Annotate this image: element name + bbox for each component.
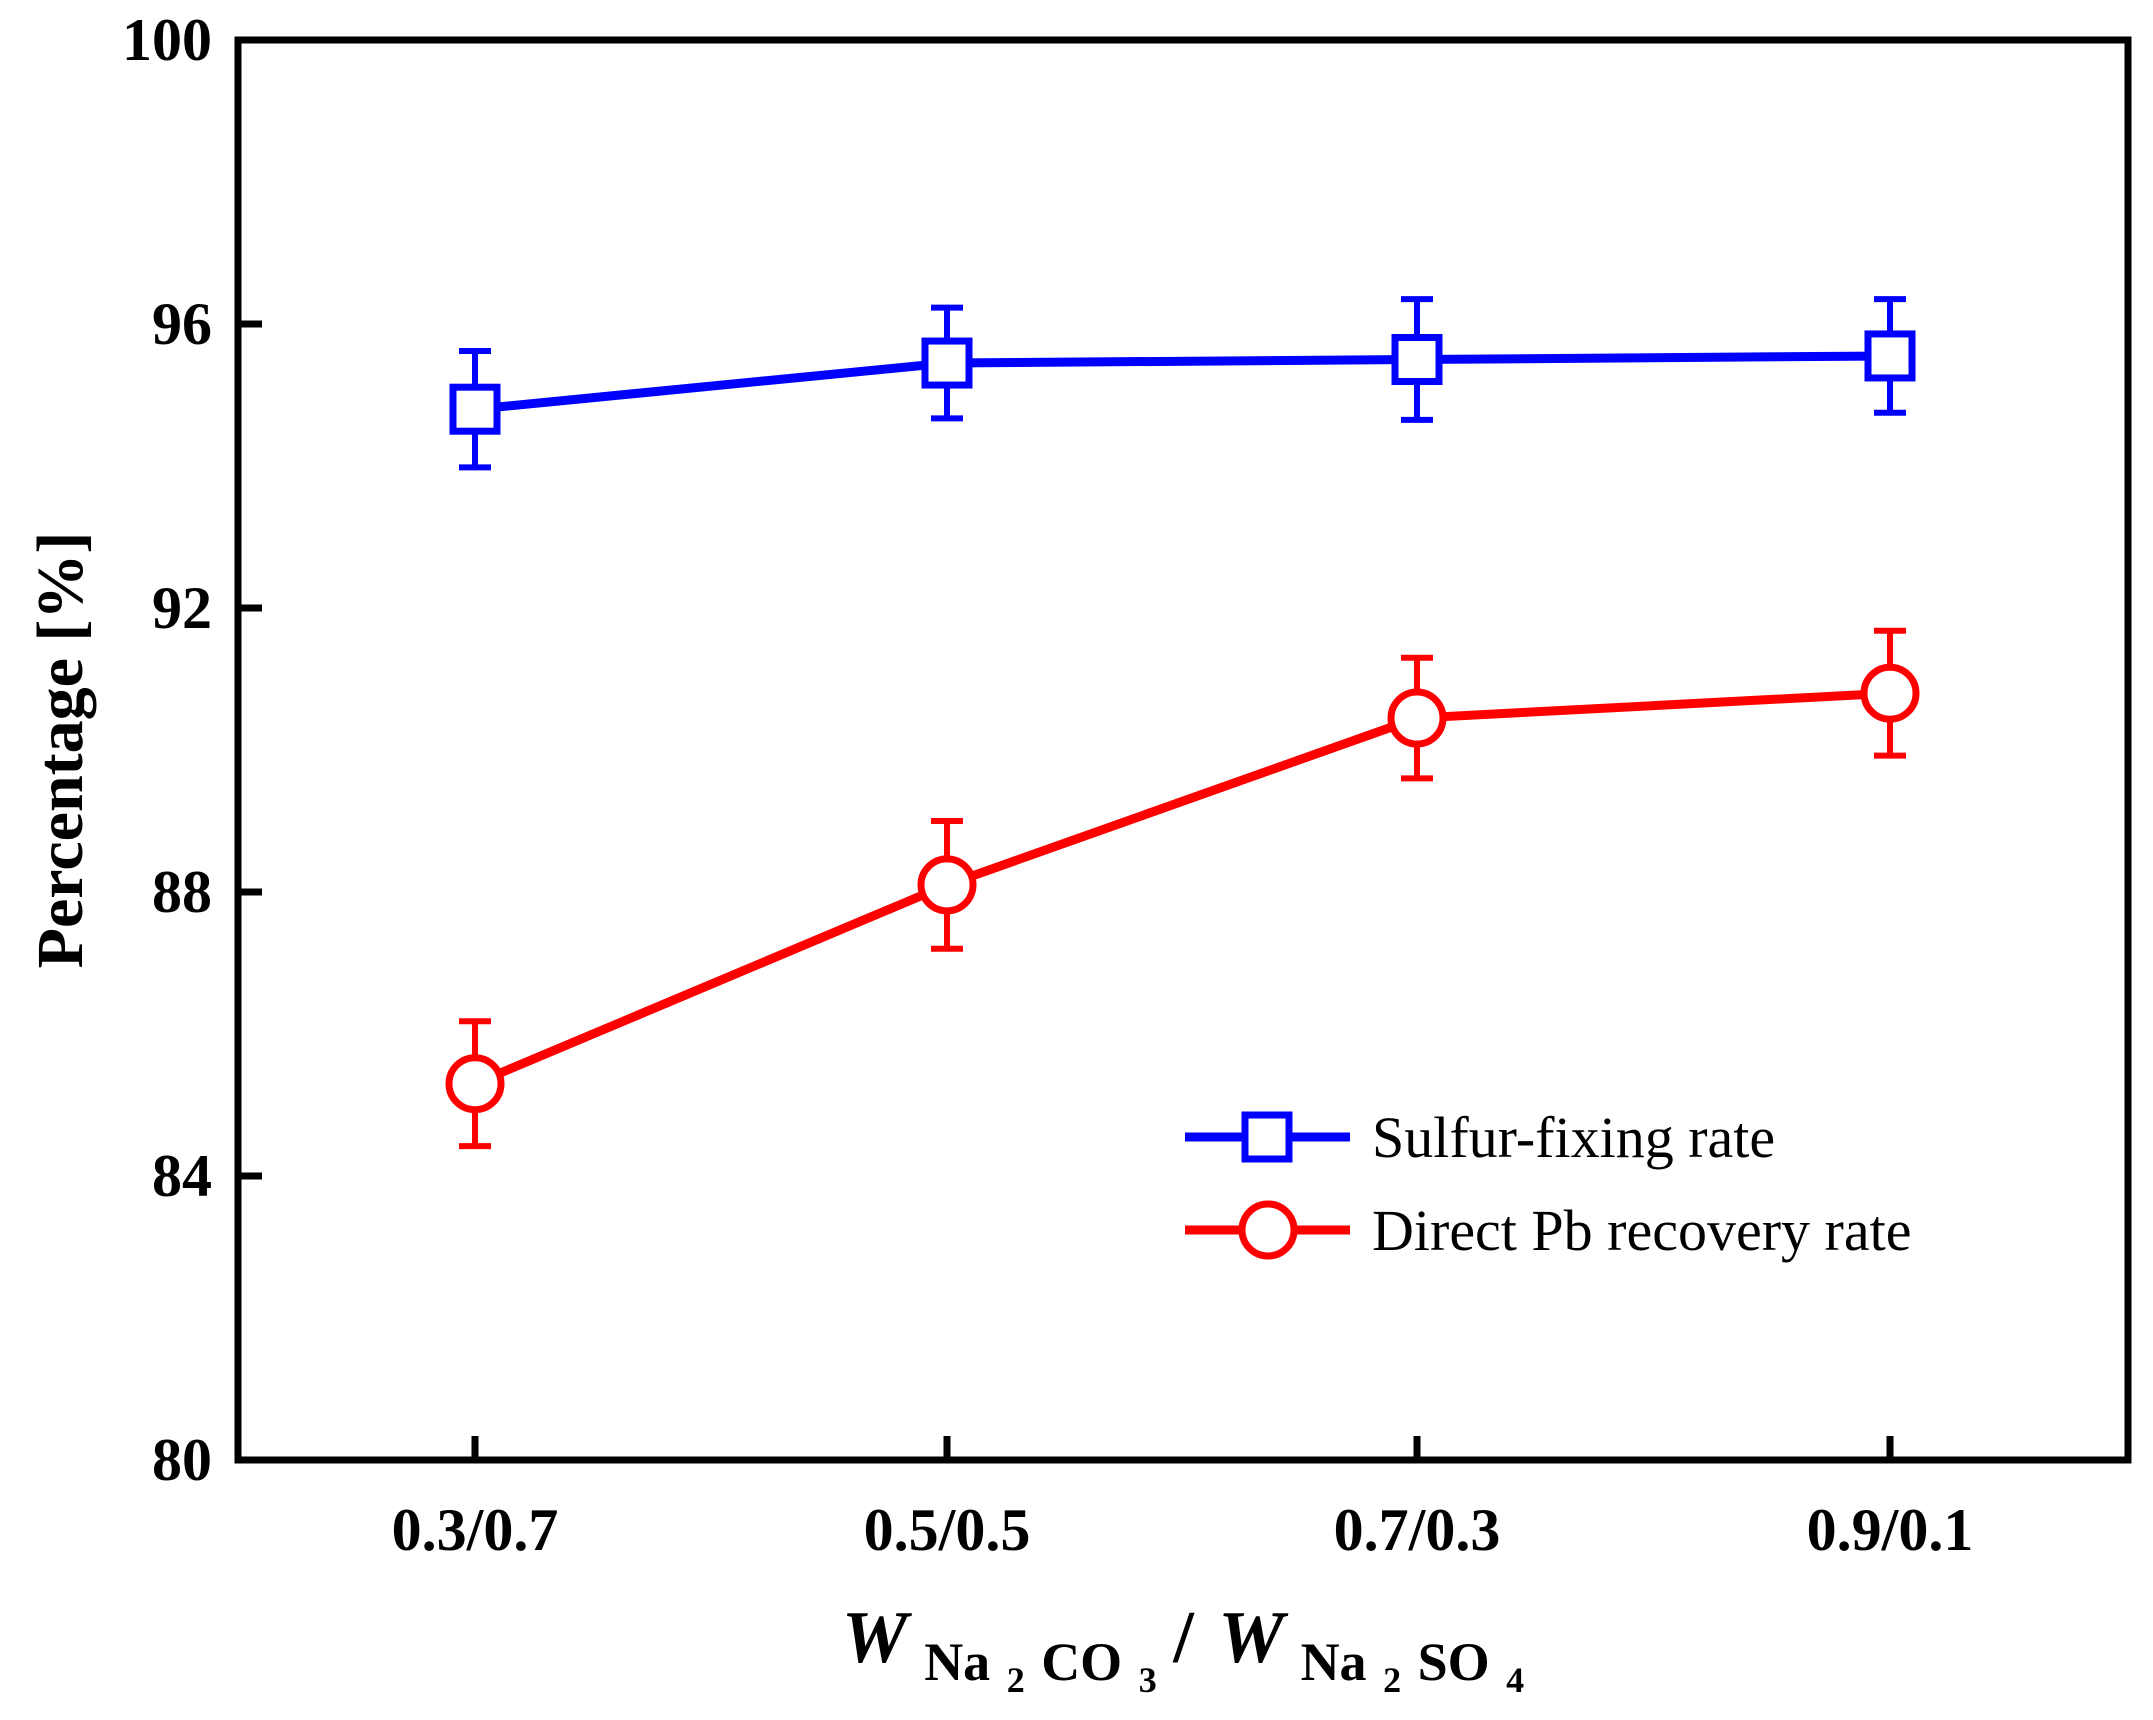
data-layer xyxy=(445,296,1920,1150)
plot-frame xyxy=(234,36,2132,1464)
y-tick-label: 100 xyxy=(122,7,212,73)
x-tick-label: 0.9/0.1 xyxy=(1807,1497,1974,1563)
y-tick-label: 80 xyxy=(152,1427,212,1493)
data-point-circle xyxy=(1387,688,1447,748)
legend-label-1: Sulfur-fixing rate xyxy=(1372,1105,1775,1170)
x-title-sub2: Na xyxy=(1301,1632,1367,1692)
y-axis-title: Percentage [%] xyxy=(24,532,97,969)
data-point-circle xyxy=(1860,663,1920,723)
x-title-w2: W xyxy=(1218,1597,1289,1679)
ticks-layer: 80 84 88 92 96 100 0.3/0.7 0.5/0.5 0.7/0.3 0.9/0.… xyxy=(122,7,1973,1563)
series-line-2 xyxy=(473,688,1891,1088)
x-tick-label: 0.3/0.7 xyxy=(392,1497,559,1563)
x-title-sub2-rest: SO xyxy=(1418,1632,1490,1692)
x-axis-title: W Na 2 CO 3 / W Na 2 SO 4 xyxy=(842,1597,1524,1707)
y-tick-label: 92 xyxy=(152,575,212,641)
y-tick-label: 96 xyxy=(152,291,212,357)
legend-square-marker xyxy=(1241,1111,1293,1163)
legend-circle-marker xyxy=(1238,1200,1298,1260)
data-point-circle xyxy=(917,855,977,915)
x-title-sub2-sub: 2 xyxy=(1383,1660,1401,1700)
data-point-square xyxy=(449,383,501,435)
legend-label-2: Direct Pb recovery rate xyxy=(1372,1198,1911,1263)
data-point-circle xyxy=(445,1054,505,1114)
x-title-sub1-rest: CO xyxy=(1041,1632,1122,1692)
y-tick-label: 88 xyxy=(152,859,212,925)
x-title-sub1: Na xyxy=(924,1632,990,1692)
data-point-square xyxy=(1391,334,1443,385)
x-title-sub1-rest-sub: 3 xyxy=(1139,1660,1157,1700)
series-line-1 xyxy=(474,351,1891,414)
x-tick-label: 0.5/0.5 xyxy=(864,1497,1031,1563)
x-title-slash: / xyxy=(1172,1597,1195,1679)
x-tick-label: 0.7/0.3 xyxy=(1334,1497,1501,1563)
x-title-w1: W xyxy=(842,1597,913,1679)
x-title-sub2-rest-sub: 4 xyxy=(1506,1660,1524,1700)
data-point-square xyxy=(921,337,973,389)
x-title-sub1-sub: 2 xyxy=(1007,1660,1025,1700)
legend: Sulfur-fixing rate Direct Pb recovery rat… xyxy=(1185,1105,1911,1263)
data-point-square xyxy=(1864,330,1916,382)
y-tick-label: 84 xyxy=(152,1143,212,1209)
